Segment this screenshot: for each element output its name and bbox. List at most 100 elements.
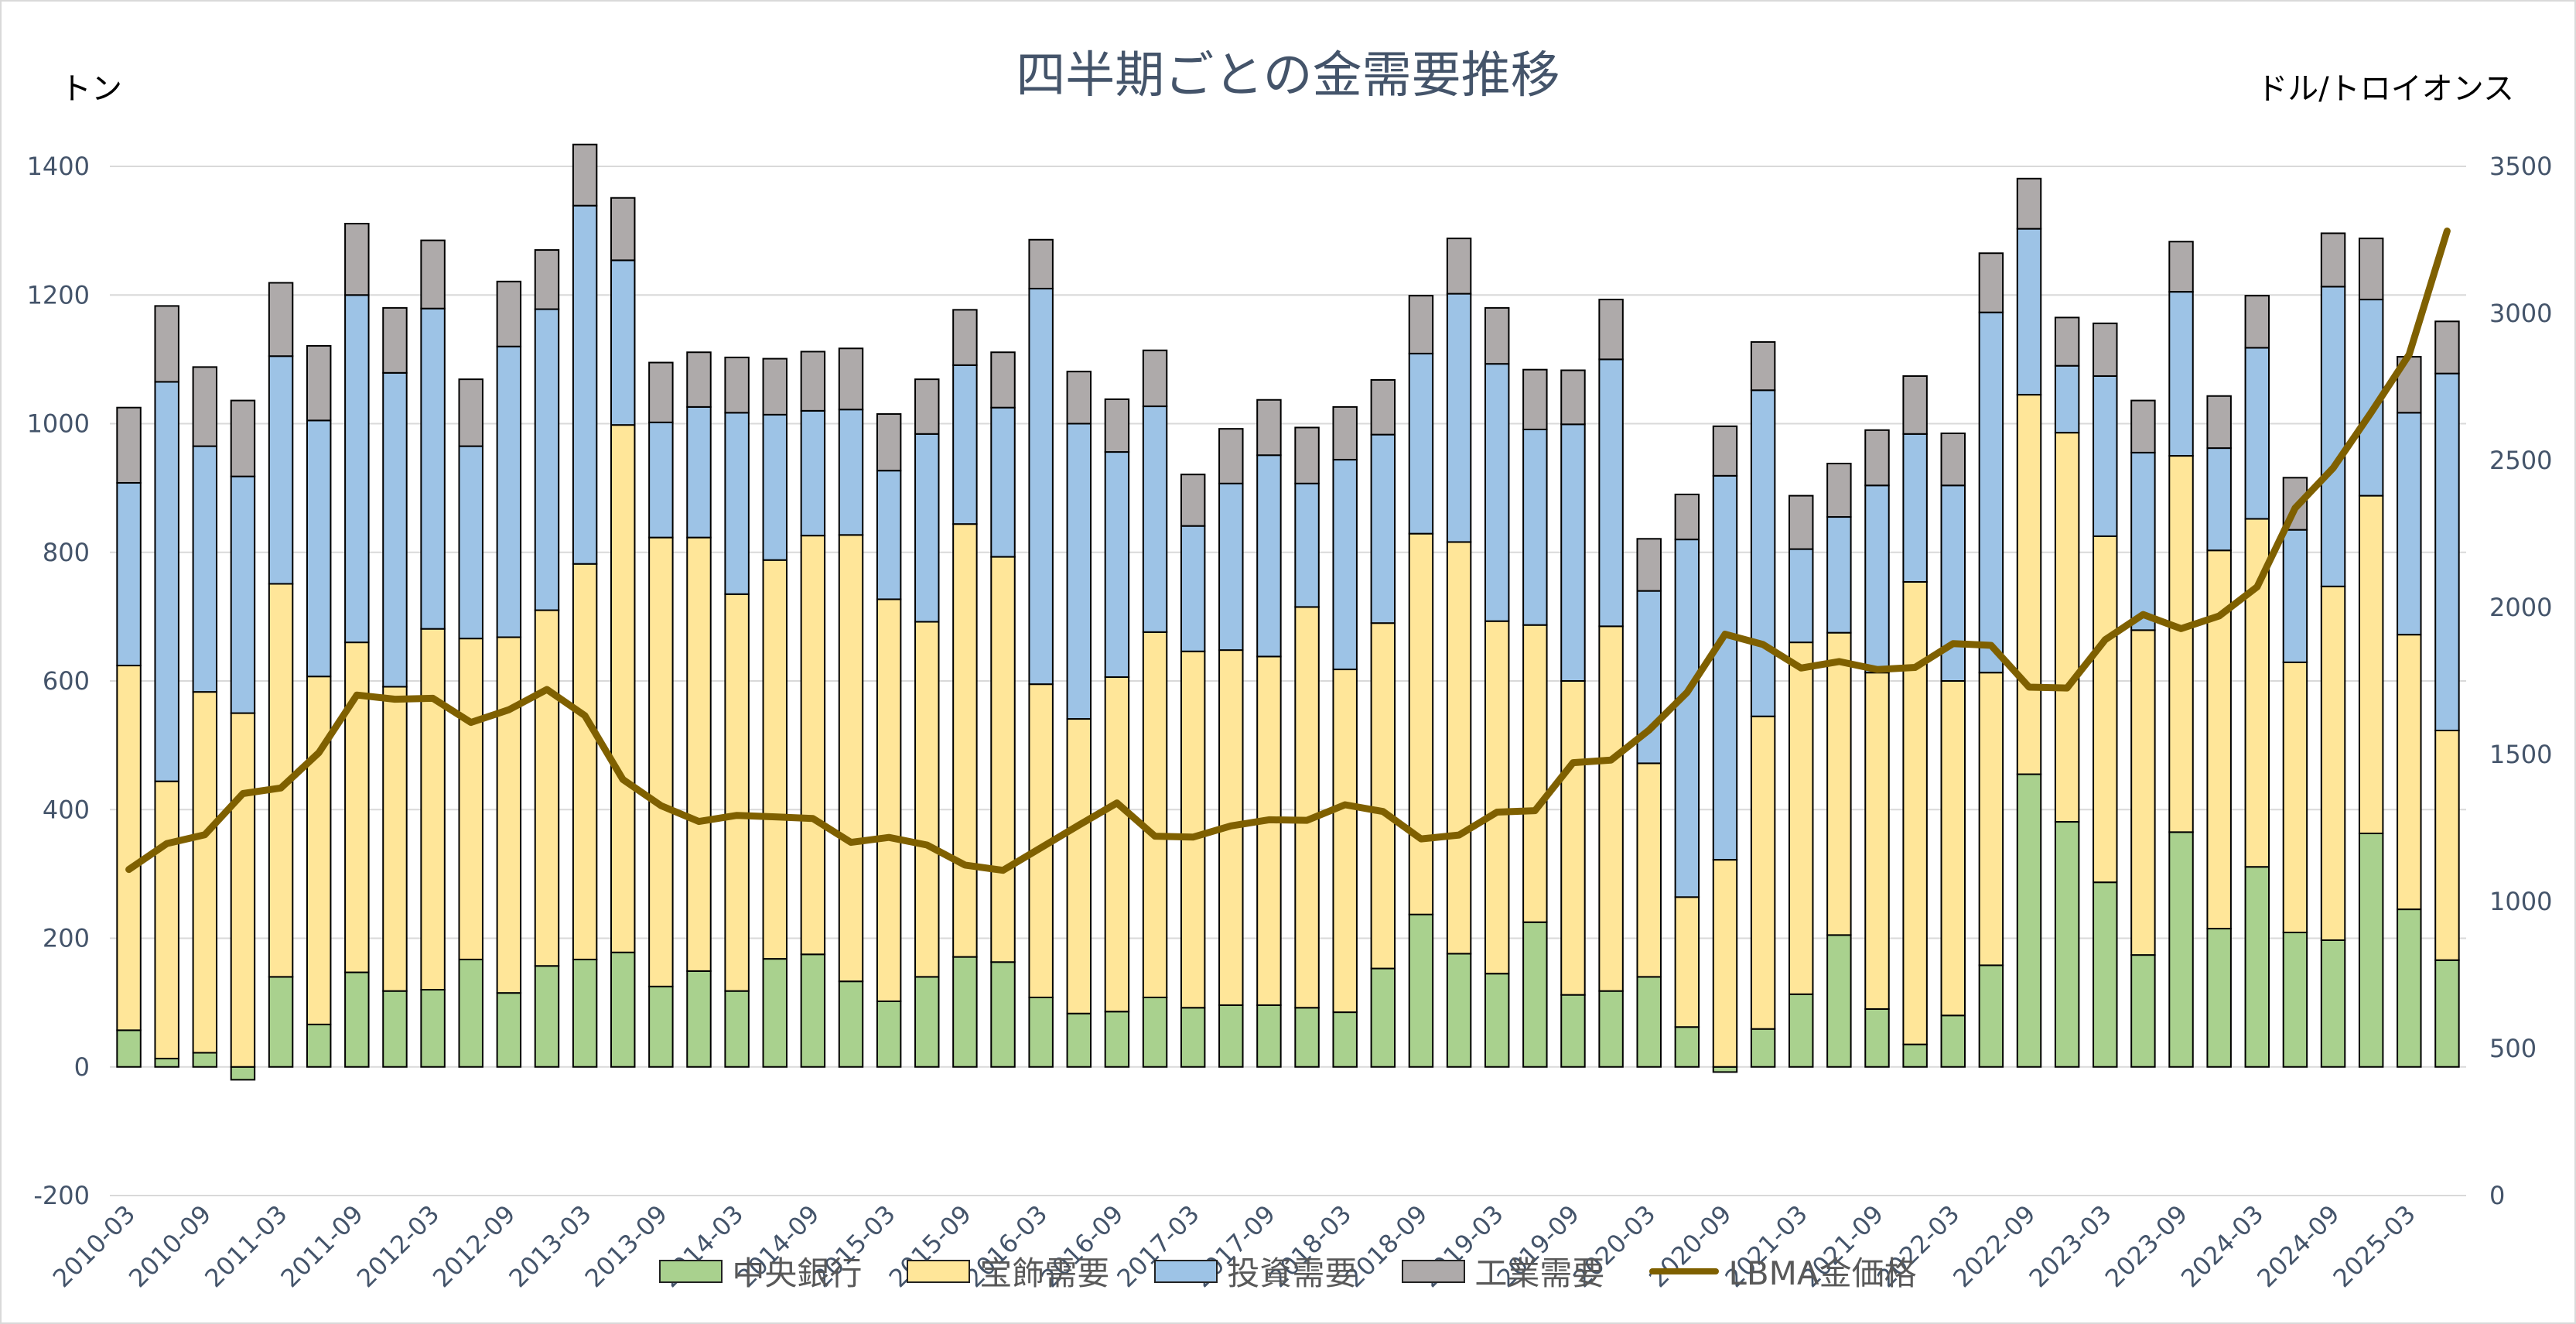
- bar-segment-jewelry: [2054, 432, 2080, 823]
- bar-segment-jewelry: [1370, 622, 1396, 970]
- bar-segment-jewelry: [914, 621, 940, 978]
- bar-segment-jewelry: [1408, 532, 1434, 915]
- bar-segment-investment: [1028, 287, 1054, 686]
- bar-segment-industrial: [2206, 395, 2232, 450]
- bar-segment-jewelry: [1066, 718, 1092, 1014]
- bar-segment-central-bank: [2130, 954, 2156, 1068]
- bar-segment-central-bank: [1484, 973, 1510, 1068]
- bar-segment-industrial: [1142, 349, 1168, 408]
- bar-segment-jewelry: [1560, 680, 1586, 996]
- bar-segment-industrial: [2168, 241, 2194, 293]
- bar-segment-investment: [1104, 451, 1130, 679]
- bar-segment-investment: [154, 381, 179, 782]
- bar-segment-central-bank: [762, 958, 787, 1068]
- bar-segment-industrial: [724, 356, 750, 414]
- bar-segment-jewelry: [2016, 394, 2042, 775]
- left-axis-tick-label: 1400: [27, 152, 90, 181]
- bar-segment-central-bank: [1789, 993, 1814, 1068]
- bar-segment-jewelry: [1142, 631, 1168, 998]
- bar-segment-industrial: [1066, 371, 1092, 425]
- bar-segment-industrial: [1826, 463, 1852, 518]
- left-axis-tick-label: -200: [33, 1181, 90, 1210]
- bar-segment-jewelry: [116, 665, 142, 1031]
- bar-segment-central-bank: [2320, 939, 2346, 1068]
- bar-segment-jewelry: [2434, 730, 2460, 961]
- bar-segment-central-bank: [2016, 773, 2042, 1068]
- gold-price-series-line: [125, 228, 2451, 874]
- bar-segment-industrial: [952, 309, 978, 366]
- bar-segment-industrial: [1104, 398, 1130, 453]
- right-axis-tick-label: 3000: [2489, 299, 2552, 328]
- bar-segment-industrial: [838, 347, 864, 411]
- bar-segment-investment: [610, 259, 636, 426]
- bar-segment-central-bank: [1408, 913, 1434, 1068]
- bar-segment-industrial: [306, 344, 332, 422]
- bar-segment-investment: [762, 413, 787, 561]
- bar-segment-investment: [1978, 311, 2004, 674]
- bar-segment-investment: [838, 409, 864, 536]
- bar-segment-industrial: [1750, 340, 1776, 392]
- legend-swatch-gold-price: [1649, 1268, 1720, 1274]
- bar-segment-industrial: [344, 222, 370, 296]
- bar-segment-jewelry: [1294, 606, 1320, 1009]
- bar-segment-industrial: [1332, 405, 1358, 461]
- bar-segment-jewelry: [2093, 535, 2118, 884]
- bar-segment-central-bank: [1560, 994, 1586, 1068]
- bar-segment-central-bank: [1066, 1012, 1092, 1068]
- bar-segment-central-bank: [1750, 1028, 1776, 1068]
- bar-segment-central-bank: [2168, 831, 2194, 1068]
- bar-segment-jewelry: [800, 535, 826, 956]
- bar-segment-industrial: [2093, 322, 2118, 377]
- bar-segment-jewelry: [2130, 629, 2156, 956]
- bar-segment-investment: [952, 364, 978, 525]
- bar-segment-central-bank: [1218, 1004, 1244, 1068]
- bar-segment-central-bank: [306, 1023, 332, 1068]
- bar-segment-jewelry: [1256, 655, 1282, 1006]
- bar-segment-jewelry: [1674, 896, 1700, 1028]
- bar-segment-central-bank: [1446, 953, 1472, 1068]
- bar-segment-investment: [2358, 299, 2384, 497]
- bar-segment-jewelry: [2168, 455, 2194, 833]
- right-axis-unit: ドル/トロイオンス: [2257, 71, 2514, 107]
- bar-segment-industrial: [1408, 295, 1434, 354]
- bar-segment-jewelry: [496, 636, 522, 994]
- legend-label-jewelry: 宝飾需要: [979, 1254, 1110, 1292]
- legend-item-gold-price: LBMA金価格: [1649, 1247, 1917, 1295]
- bar-segment-central-bank: [990, 961, 1016, 1068]
- bar-segment-industrial: [762, 358, 787, 416]
- right-axis-tick-label: 500: [2489, 1034, 2537, 1063]
- legend-swatch-central-bank: [659, 1259, 723, 1283]
- legend-item-central-bank: 中央銀行: [659, 1247, 862, 1295]
- bar-segment-investment: [2054, 364, 2080, 434]
- bar-segment-investment: [2282, 529, 2308, 663]
- bar-segment-investment: [1066, 423, 1092, 720]
- bar-segment-investment: [1484, 363, 1510, 622]
- right-axis-tick-label: 2000: [2489, 593, 2552, 622]
- bar-segment-investment: [2244, 347, 2270, 520]
- bar-segment-jewelry: [2320, 585, 2346, 941]
- bar-segment-industrial: [2358, 238, 2384, 301]
- bar-segment-jewelry: [2282, 661, 2308, 934]
- bar-segment-central-bank: [1104, 1011, 1130, 1068]
- legend-swatch-industrial: [1402, 1259, 1466, 1283]
- bar-segment-investment: [990, 406, 1016, 558]
- bar-segment-jewelry: [1864, 672, 1890, 1010]
- bar-segment-jewelry: [724, 593, 750, 992]
- bar-segment-industrial: [1978, 252, 2004, 313]
- bar-segment-investment: [2168, 291, 2194, 457]
- bar-segment-industrial: [1256, 399, 1282, 457]
- bar-segment-investment: [1408, 352, 1434, 535]
- bar-segment-jewelry: [1902, 580, 1928, 1045]
- right-axis-ticks: 0 500 1000 1500 2000 2500 3000 3500: [2489, 152, 2552, 1210]
- bar-segment-central-bank: [154, 1057, 179, 1068]
- stacked-bars: [116, 143, 2460, 1081]
- bar-segment-industrial: [2320, 232, 2346, 288]
- bar-segment-investment: [914, 433, 940, 623]
- bar-segment-central-bank: [724, 990, 750, 1068]
- bar-segment-investment: [1180, 525, 1206, 652]
- bar-segment-investment: [1142, 405, 1168, 633]
- bar-segment-central-bank: [1294, 1007, 1320, 1068]
- bar-segment-central-bank: [458, 958, 483, 1068]
- bar-segment-central-bank: [1864, 1008, 1890, 1068]
